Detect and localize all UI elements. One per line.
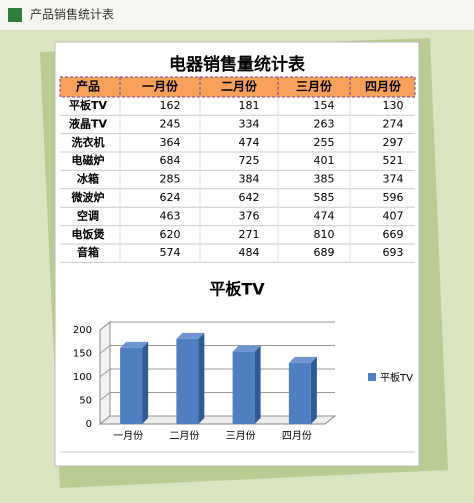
header-cell: 三月份 [296, 79, 333, 94]
bar-top [232, 345, 261, 352]
number-cell: 693 [383, 246, 404, 259]
app-icon [8, 8, 22, 22]
number-cell: 297 [383, 136, 404, 149]
bar-side [198, 332, 205, 424]
grid-line [99, 321, 335, 331]
product-cell: 液晶TV [69, 116, 108, 130]
number-cell: 624 [160, 191, 181, 204]
number-cell: 374 [383, 173, 404, 186]
legend-label: 平板TV [380, 371, 413, 384]
product-cell: 音箱 [77, 245, 99, 259]
bar [232, 351, 255, 424]
bar [120, 347, 143, 424]
table-header [59, 76, 416, 98]
number-cell: 585 [314, 191, 335, 204]
number-cell: 162 [160, 99, 181, 112]
bar-side [142, 341, 149, 424]
bar-side [310, 356, 317, 424]
product-cell: 平板TV [69, 98, 108, 112]
table-title: 电器销售量统计表 [169, 54, 306, 75]
number-cell: 376 [239, 209, 260, 222]
grid-line [99, 345, 335, 354]
header-cell: 一月份 [142, 79, 179, 94]
window-title: 产品销售统计表 [30, 7, 114, 22]
number-cell: 274 [383, 117, 404, 130]
product-cell: 电饭煲 [72, 227, 106, 241]
number-cell: 725 [239, 154, 260, 167]
number-cell: 810 [314, 228, 335, 241]
bar-side [254, 345, 261, 424]
bar [176, 338, 199, 424]
number-cell: 245 [160, 117, 181, 130]
number-cell: 642 [239, 191, 260, 204]
number-cell: 669 [383, 228, 404, 241]
header-cell: 产品 [76, 79, 100, 94]
y-tick-label: 50 [79, 396, 92, 407]
x-tick-label: 一月份 [113, 430, 143, 442]
number-cell: 154 [314, 99, 335, 112]
number-cell: 689 [314, 246, 335, 259]
product-cell: 电磁炉 [72, 153, 105, 167]
header-cell: 二月份 [221, 79, 258, 94]
x-tick-label: 三月份 [226, 430, 256, 442]
chart-title: 平板TV [209, 280, 265, 299]
y-tick-label: 100 [73, 372, 92, 383]
product-cell: 洗衣机 [72, 135, 105, 149]
number-cell: 130 [383, 99, 404, 112]
number-cell: 484 [239, 246, 260, 259]
header-cell: 四月份 [365, 79, 402, 94]
number-cell: 463 [160, 209, 181, 222]
x-tick-label: 四月份 [282, 430, 312, 442]
number-cell: 684 [160, 154, 181, 167]
number-cell: 620 [160, 228, 181, 241]
legend-swatch [368, 373, 376, 381]
title-bar [0, 0, 474, 30]
y-tick-label: 200 [73, 325, 92, 336]
number-cell: 364 [160, 136, 181, 149]
number-cell: 271 [239, 228, 260, 241]
number-cell: 334 [239, 117, 260, 130]
number-cell: 385 [314, 173, 335, 186]
number-cell: 596 [383, 191, 404, 204]
number-cell: 574 [160, 246, 181, 259]
bar-top [120, 341, 149, 348]
product-cell: 冰箱 [77, 172, 99, 186]
number-cell: 521 [383, 154, 404, 167]
number-cell: 255 [314, 136, 335, 149]
number-cell: 181 [239, 99, 260, 112]
product-cell: 空调 [77, 208, 99, 222]
number-cell: 263 [314, 117, 335, 130]
y-tick-label: 150 [73, 349, 92, 360]
number-cell: 384 [239, 173, 260, 186]
x-tick-label: 二月份 [169, 430, 199, 442]
bar [288, 362, 311, 424]
number-cell: 401 [314, 154, 335, 167]
y-tick-label: 0 [86, 419, 92, 430]
number-cell: 474 [239, 136, 260, 149]
number-cell: 407 [383, 209, 404, 222]
number-cell: 474 [314, 209, 335, 222]
number-cell: 285 [160, 173, 181, 186]
product-cell: 微波炉 [71, 190, 105, 204]
bar-top [176, 332, 205, 339]
bar-top [288, 356, 317, 363]
